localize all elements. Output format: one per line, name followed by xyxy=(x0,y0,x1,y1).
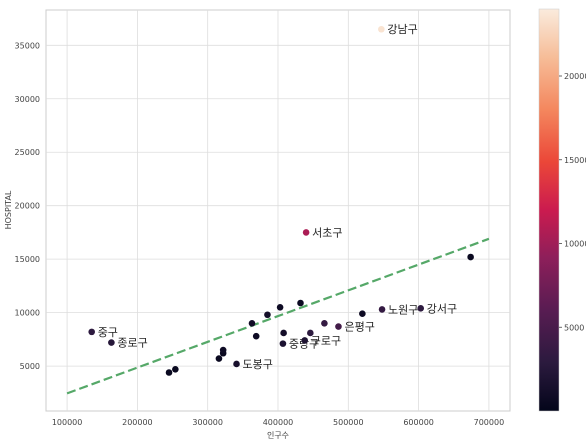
data-point xyxy=(279,340,287,347)
point-label: 도봉구 xyxy=(243,358,273,371)
data-point xyxy=(321,320,328,327)
y-tick-label: 25000 xyxy=(15,148,40,157)
data-point xyxy=(378,25,385,33)
trend-line-group xyxy=(66,237,490,395)
y-tick-label: 5000 xyxy=(20,362,40,371)
x-tick-label: 100000 xyxy=(52,418,83,427)
data-point xyxy=(264,311,271,319)
x-axis-label: 인구수 xyxy=(267,430,289,440)
x-tick-label: 500000 xyxy=(333,418,364,427)
y-ticks: 5000 10000 15000 20000 25000 30000 35000 xyxy=(15,41,40,371)
y-tick-label: 20000 xyxy=(15,202,40,211)
colorbar-ticks: 5000 10000 15000 20000 xyxy=(559,72,586,332)
colorbar-tick-label: 10000 xyxy=(564,240,586,249)
data-point xyxy=(467,253,474,261)
data-point xyxy=(172,365,179,373)
data-point xyxy=(165,369,173,376)
point-label: 노원구 xyxy=(388,303,418,316)
colorbar-tick-label: 15000 xyxy=(564,156,586,165)
data-point xyxy=(252,332,260,340)
data-point xyxy=(108,339,115,346)
data-point xyxy=(417,305,425,312)
x-ticks: 100000 200000 300000 400000 500000 600000 7000… xyxy=(52,418,504,427)
point-label: 강남구 xyxy=(387,23,417,36)
data-point xyxy=(88,328,95,336)
y-tick-label: 10000 xyxy=(15,309,40,318)
data-point xyxy=(219,346,227,354)
point-label: 서초구 xyxy=(312,226,342,239)
data-point xyxy=(302,229,310,236)
point-label: 중랑구 xyxy=(289,338,319,351)
point-label: 강서구 xyxy=(427,302,457,315)
trend-line xyxy=(66,237,490,395)
data-point xyxy=(359,310,366,317)
y-tick-label: 15000 xyxy=(15,255,40,264)
data-point xyxy=(307,329,314,337)
data-point xyxy=(335,323,342,330)
data-point xyxy=(301,337,309,344)
data-point xyxy=(297,299,304,307)
colorbar-tick-label: 20000 xyxy=(564,72,586,81)
colorbar-tick-label: 5000 xyxy=(564,323,584,332)
point-label: 은평구 xyxy=(344,321,374,334)
data-point xyxy=(248,320,256,327)
data-point xyxy=(276,303,284,311)
data-point xyxy=(233,360,240,368)
x-tick-label: 200000 xyxy=(122,418,153,427)
y-axis-label: HOSPITAL xyxy=(4,190,13,229)
grid xyxy=(46,10,510,411)
x-tick-label: 300000 xyxy=(192,418,223,427)
data-point xyxy=(215,355,223,362)
point-label: 구로구 xyxy=(311,334,341,347)
y-tick-label: 30000 xyxy=(15,95,40,104)
y-tick-label: 35000 xyxy=(15,41,40,50)
x-tick-label: 400000 xyxy=(263,418,294,427)
point-label: 중구 xyxy=(98,326,118,339)
data-point xyxy=(280,329,287,337)
point-label: 종로구 xyxy=(117,337,147,350)
data-point xyxy=(378,306,386,313)
x-tick-label: 700000 xyxy=(474,418,505,427)
x-tick-label: 600000 xyxy=(403,418,434,427)
colorbar xyxy=(538,8,560,412)
